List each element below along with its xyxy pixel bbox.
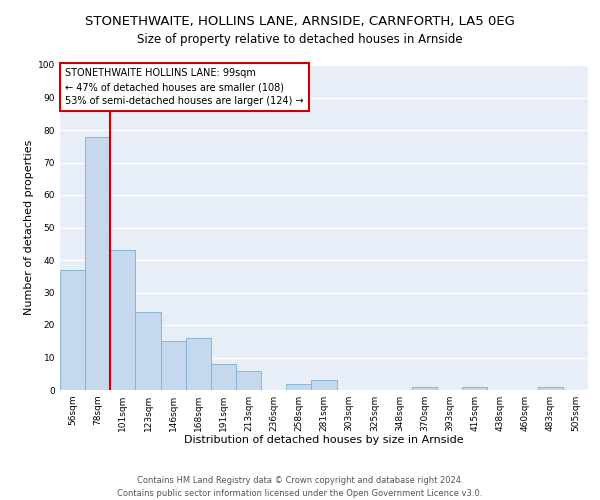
Bar (286, 384, 311, 390)
Bar (211, 364, 236, 390)
Text: Contains HM Land Registry data © Crown copyright and database right 2024.
Contai: Contains HM Land Registry data © Crown c… (118, 476, 482, 498)
Bar (538, 387, 563, 390)
Text: STONETHWAITE HOLLINS LANE: 99sqm
← 47% of detached houses are smaller (108)
53% : STONETHWAITE HOLLINS LANE: 99sqm ← 47% o… (65, 68, 304, 106)
Bar (462, 387, 487, 390)
Bar (85, 136, 110, 390)
Bar (136, 312, 161, 390)
Text: Size of property relative to detached houses in Arnside: Size of property relative to detached ho… (137, 32, 463, 46)
Bar (236, 370, 261, 390)
Bar (412, 387, 437, 390)
Bar (311, 380, 337, 390)
Bar (110, 250, 136, 390)
Bar (161, 341, 186, 390)
Y-axis label: Number of detached properties: Number of detached properties (24, 140, 34, 315)
X-axis label: Distribution of detached houses by size in Arnside: Distribution of detached houses by size … (184, 436, 464, 446)
Bar (60, 270, 85, 390)
Text: STONETHWAITE, HOLLINS LANE, ARNSIDE, CARNFORTH, LA5 0EG: STONETHWAITE, HOLLINS LANE, ARNSIDE, CAR… (85, 15, 515, 28)
Bar (186, 338, 211, 390)
